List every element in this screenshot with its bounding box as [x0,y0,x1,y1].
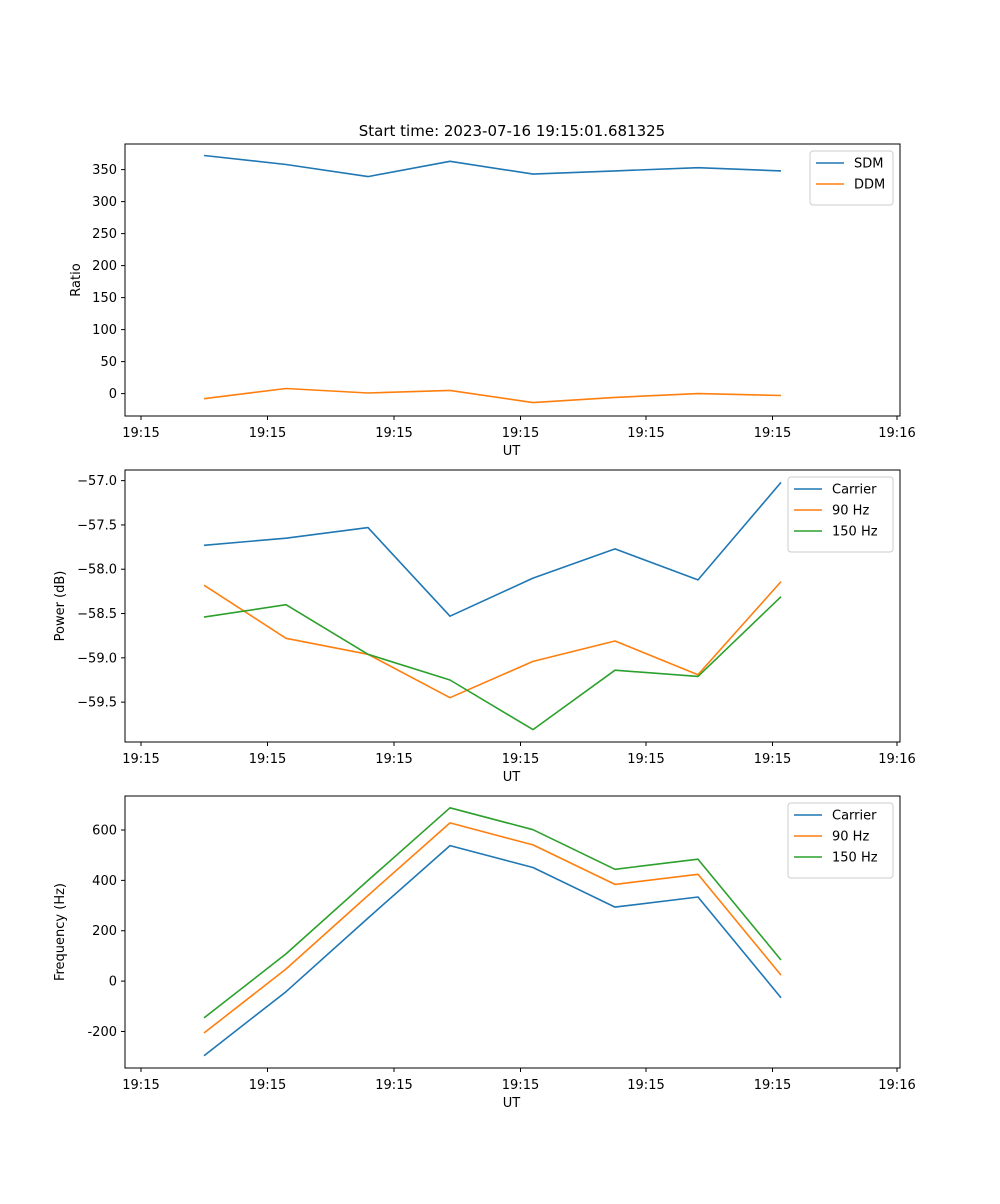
y-tick-label: −58.0 [77,563,117,578]
x-tick-label: 19:15 [122,1078,159,1093]
legend: Carrier 90 Hz 150 Hz [788,803,893,878]
x-tick-label: 19:15 [754,1078,791,1093]
y-tick-label: 200 [92,924,117,939]
x-tick-label: 19:15 [754,752,791,767]
y-axis-label: Power (dB) [53,571,68,642]
legend-label: SDM [854,157,883,172]
y-tick-label: −59.5 [77,696,117,711]
x-axis-label: UT [503,444,521,459]
y-tick-label: 150 [92,291,117,306]
x-tick-label: 19:15 [249,426,286,441]
x-tick-label: 19:15 [502,426,539,441]
x-axis-label: UT [503,770,521,785]
y-tick-label: 100 [92,323,117,338]
y-tick-label: 300 [92,195,117,210]
figure-title: Start time: 2023-07-16 19:15:01.681325 [359,122,665,140]
y-tick-label: −57.5 [77,518,117,533]
x-tick-label: 19:15 [375,1078,412,1093]
y-axis-label: Ratio [69,263,84,296]
legend: SDM DDM [810,151,893,205]
legend-label: DDM [854,178,885,193]
legend: Carrier 90 Hz 150 Hz [788,477,893,552]
y-tick-label: 400 [92,874,117,889]
y-tick-label: 0 [109,387,117,402]
x-tick-label: 19:15 [502,752,539,767]
x-tick-label: 19:16 [878,752,915,767]
y-tick-label: −58.5 [77,607,117,622]
x-tick-label: 19:15 [627,426,664,441]
legend-label: Carrier [832,483,877,498]
y-tick-label: −59.0 [77,651,117,666]
y-tick-label: 200 [92,259,117,274]
x-tick-label: 19:15 [375,752,412,767]
x-tick-label: 19:15 [375,426,412,441]
legend-label: 90 Hz [832,504,869,519]
x-tick-label: 19:15 [122,752,159,767]
y-tick-label: 50 [100,355,117,370]
y-tick-label: −57.0 [77,474,117,489]
legend-label: Carrier [832,809,877,824]
y-tick-label: -200 [87,1025,117,1040]
y-tick-label: 600 [92,824,117,839]
x-tick-label: 19:15 [249,752,286,767]
x-tick-label: 19:15 [627,752,664,767]
y-axis-label: Frequency (Hz) [53,883,68,981]
x-tick-label: 19:15 [502,1078,539,1093]
x-tick-label: 19:15 [627,1078,664,1093]
legend-label: 150 Hz [832,525,878,540]
legend-label: 150 Hz [832,851,878,866]
y-tick-label: 350 [92,163,117,178]
x-tick-label: 19:15 [754,426,791,441]
x-tick-label: 19:16 [878,426,915,441]
x-tick-label: 19:15 [122,426,159,441]
x-axis-label: UT [503,1096,521,1111]
x-tick-label: 19:15 [249,1078,286,1093]
y-tick-label: 250 [92,227,117,242]
x-tick-label: 19:16 [878,1078,915,1093]
y-tick-label: 0 [109,975,117,990]
legend-label: 90 Hz [832,830,869,845]
